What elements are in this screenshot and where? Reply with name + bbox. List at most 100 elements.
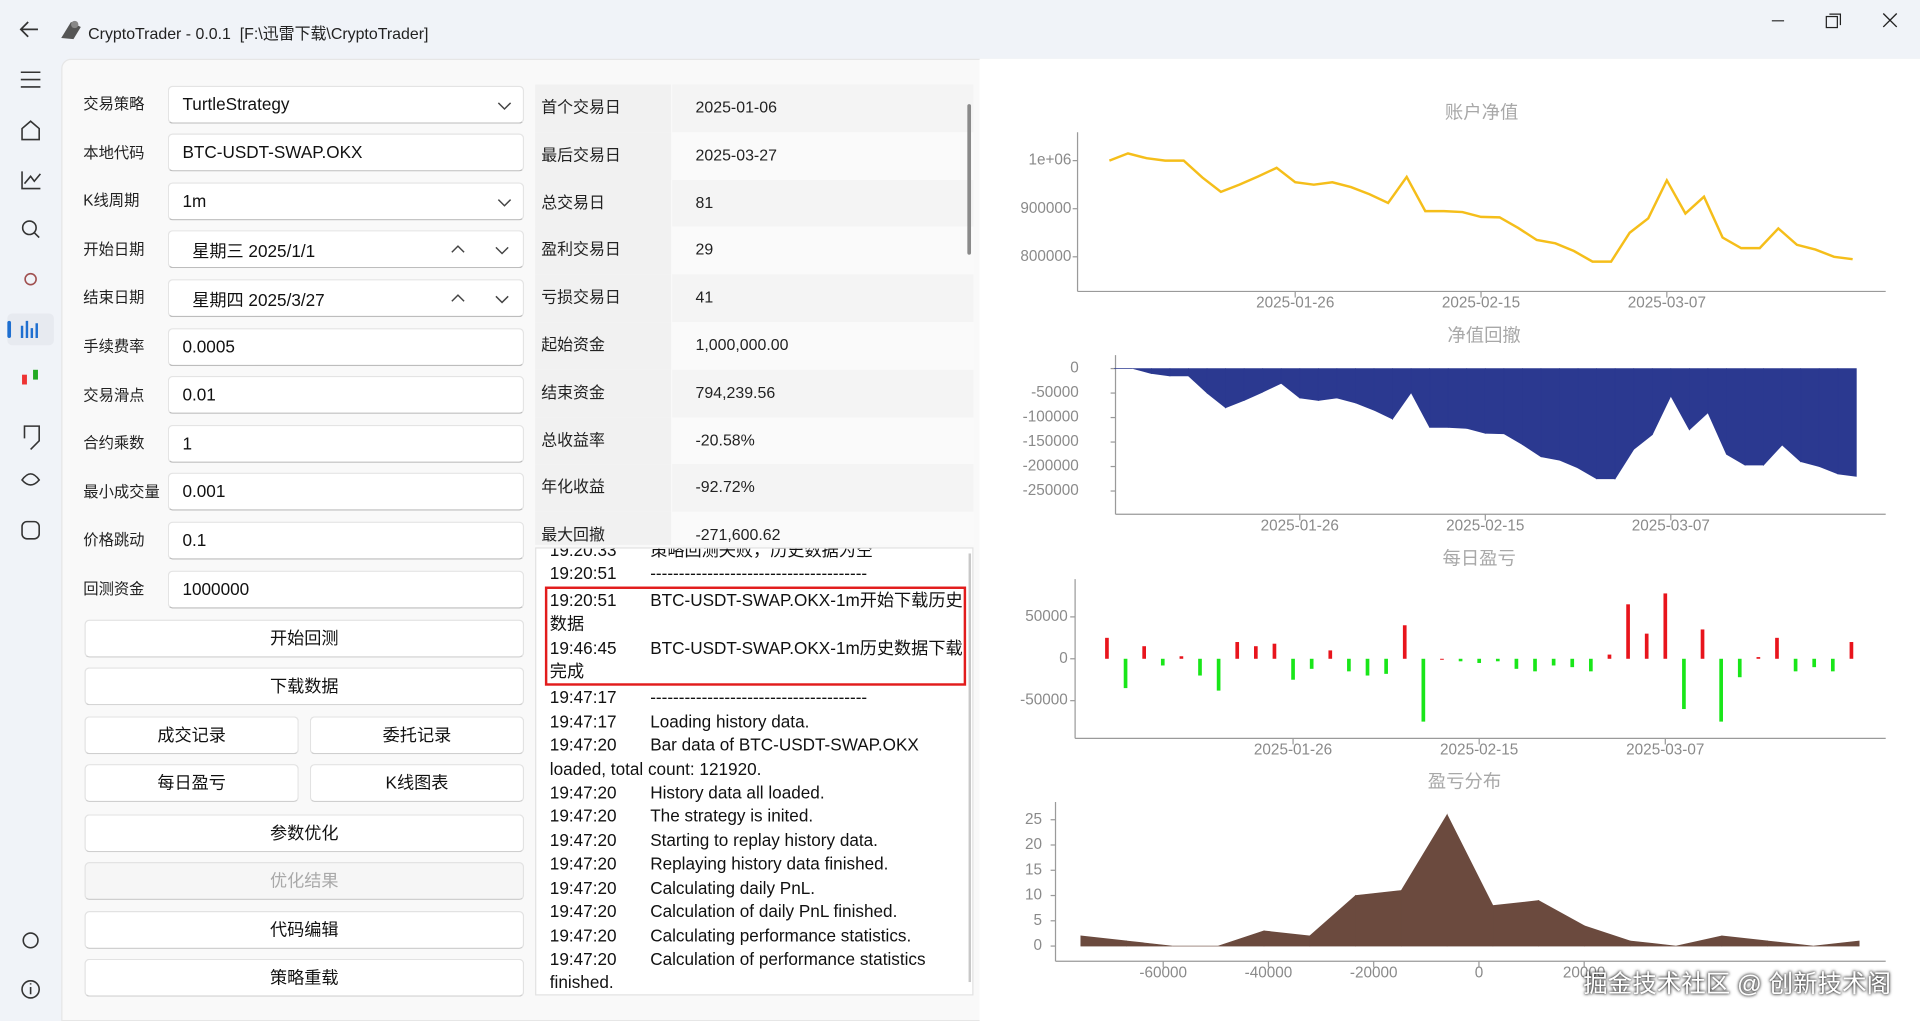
input-field[interactable]: 0.1: [167, 521, 525, 560]
log-line: 19:47:20 Replaying history data finished.: [550, 853, 964, 877]
stats-row: 起始资金 1,000,000.00: [535, 322, 974, 370]
drawdown-area: [1466, 368, 1486, 434]
input-field[interactable]: 0.001: [167, 473, 525, 511]
x-tick-label: 20000: [1563, 965, 1606, 982]
back-button[interactable]: [19, 21, 38, 38]
button[interactable]: 下载数据: [84, 666, 525, 705]
log-scrollbar[interactable]: [968, 553, 972, 983]
chart-icon[interactable]: [21, 171, 42, 190]
log-line: 19:20:51 BTC-USDT-SWAP.OKX-1m开始下载历史数据: [550, 589, 964, 637]
dropdown-arrow[interactable]: [493, 244, 510, 256]
home-icon[interactable]: [21, 120, 40, 141]
field-label: 价格跳动: [83, 531, 145, 550]
x-tick-label: -60000: [1139, 965, 1187, 982]
field-value: 1: [182, 433, 192, 453]
distribution-area: [1721, 935, 1768, 947]
search-icon[interactable]: [21, 220, 40, 239]
pnl-bar: [1719, 658, 1723, 722]
stats-scrollbar[interactable]: [967, 104, 972, 255]
log-message: 策略回测失败，历史数据为空: [650, 547, 874, 560]
about-icon[interactable]: [21, 980, 40, 999]
button[interactable]: 策略重载: [84, 958, 525, 997]
stats-label: 盈利交易日: [535, 227, 672, 275]
button[interactable]: 成交记录: [84, 715, 299, 754]
input-field[interactable]: 1000000: [167, 570, 525, 608]
button[interactable]: 委托记录: [309, 715, 525, 754]
button[interactable]: K线图表: [309, 763, 525, 802]
pnl-bar: [1737, 658, 1742, 678]
drawdown-area: [1818, 368, 1839, 475]
brain-icon[interactable]: [21, 473, 41, 486]
log-time: 19:47:20: [549, 853, 617, 874]
pnl-bar: [1123, 658, 1128, 689]
pnl-bar: [1700, 629, 1705, 659]
drawdown-area: [1763, 368, 1783, 467]
button[interactable]: 每日盈亏: [84, 763, 299, 802]
distribution-area: [1446, 814, 1494, 947]
distribution-area: [1355, 890, 1402, 947]
stats-value: 41: [672, 274, 974, 323]
pnl-bar: [1384, 658, 1388, 674]
pnl-bar: [1254, 646, 1258, 659]
drawdown-area: [1280, 368, 1301, 399]
log-message: BTC-USDT-SWAP.OKX-1m开始下载历史数据: [549, 589, 963, 634]
dropdown-arrow[interactable]: [496, 196, 513, 208]
close-button[interactable]: [1882, 12, 1898, 28]
note-icon[interactable]: [21, 520, 40, 540]
input-field[interactable]: 0.01: [167, 376, 525, 414]
input-field[interactable]: 星期四 2025/3/27: [167, 279, 525, 318]
pnl-bar: [1328, 650, 1333, 659]
y-tick-label: -50000: [1031, 384, 1079, 401]
drawdown-area: [1429, 368, 1449, 428]
input-field[interactable]: BTC-USDT-SWAP.OKX: [167, 133, 525, 172]
settings-alt-icon[interactable]: [24, 272, 37, 286]
log-message: The strategy is inited.: [650, 806, 814, 826]
y-tick-label: 25: [1025, 811, 1042, 828]
pnl-bar: [1775, 637, 1779, 659]
y-tick-label: -200000: [1023, 458, 1079, 475]
log-message: Replaying history data finished.: [650, 853, 889, 874]
drawdown-area: [1577, 368, 1597, 480]
candle-icon[interactable]: [22, 369, 38, 385]
x-tick-label: 2025-03-07: [1628, 295, 1706, 312]
log-time: 19:47:20: [549, 806, 617, 826]
input-field[interactable]: TurtleStrategy: [167, 85, 525, 124]
stats-label: 结束资金: [535, 369, 672, 418]
stats-row: 最大回撤 -271,600.62: [535, 512, 974, 545]
drawdown-area: [1317, 368, 1338, 401]
button[interactable]: 代码编辑: [84, 910, 525, 949]
drawdown-area: [1670, 368, 1690, 430]
spin-up[interactable]: [449, 293, 466, 305]
log-message: Calculation of performance statistics fi…: [549, 948, 926, 993]
backtest-icon[interactable]: [20, 320, 38, 338]
menu-button[interactable]: [20, 71, 41, 88]
drawdown-area: [1614, 368, 1635, 481]
drawdown-area: [1781, 368, 1802, 463]
drawdown-area: [1689, 368, 1709, 431]
x-tick-label: 2025-03-07: [1632, 518, 1710, 535]
stats-label: 最大回撤: [535, 512, 672, 545]
field-value: 0.01: [182, 384, 216, 405]
restore-button[interactable]: [1825, 13, 1842, 29]
drawdown-area: [1243, 368, 1264, 401]
drawdown-area: [1355, 368, 1375, 411]
input-field[interactable]: 1: [167, 424, 525, 463]
settings-icon[interactable]: [22, 932, 39, 949]
input-field[interactable]: 星期三 2025/1/1: [167, 230, 525, 269]
input-field[interactable]: 0.0005: [167, 327, 525, 366]
drawdown-area: [1132, 368, 1152, 374]
pnl-bar: [1830, 658, 1835, 672]
bot-icon[interactable]: [23, 425, 40, 450]
log-line: 19:46:45 BTC-USDT-SWAP.OKX-1m历史数据下载完成: [550, 636, 964, 684]
dropdown-arrow[interactable]: [496, 99, 513, 111]
log-line: 19:47:20 Calculation of performance stati…: [549, 948, 964, 995]
y-tick-label: 0: [1059, 650, 1068, 667]
pnl-bar: [1570, 658, 1575, 668]
spin-up[interactable]: [449, 244, 466, 256]
button[interactable]: 开始回测: [84, 618, 525, 657]
log-time: 19:47:20: [549, 901, 617, 921]
dropdown-arrow[interactable]: [493, 293, 510, 305]
button[interactable]: 参数优化: [84, 813, 525, 852]
input-field[interactable]: 1m: [167, 182, 525, 221]
